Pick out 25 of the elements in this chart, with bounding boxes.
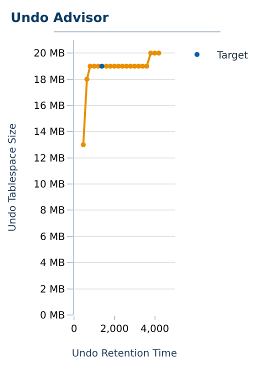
y-tick-label: 12 MB: [34, 153, 66, 164]
chart-title: Undo Advisor: [10, 11, 110, 26]
point: [128, 64, 134, 69]
legend-label: Target: [216, 50, 248, 62]
y-tick-label: 0 MB: [40, 310, 66, 322]
x-tick-label: 4,000: [140, 324, 170, 335]
point: [136, 64, 142, 69]
y-tick-label: 18 MB: [34, 74, 66, 86]
y-tick-label: 6 MB: [40, 232, 66, 243]
x-tick-label: 2,000: [100, 324, 129, 335]
point: [84, 76, 90, 82]
y-tick-label: 10 MB: [34, 180, 66, 191]
point: [99, 64, 104, 69]
y-tick-label: 20 MB: [34, 48, 66, 60]
x-axis-title: Undo Retention Time: [72, 348, 178, 360]
y-tick-label: 8 MB: [40, 206, 66, 217]
y-tick-label: 14 MB: [34, 127, 66, 138]
y-axis-title: Undo Tablespace Size: [8, 123, 19, 232]
point: [156, 50, 162, 56]
y-tick-label: 2 MB: [40, 284, 66, 296]
y-tick-label: 16 MB: [34, 100, 66, 112]
x-tick-label: 0: [70, 324, 78, 335]
point: [80, 142, 86, 148]
point: [144, 64, 150, 69]
y-tick-label: 4 MB: [40, 258, 66, 270]
